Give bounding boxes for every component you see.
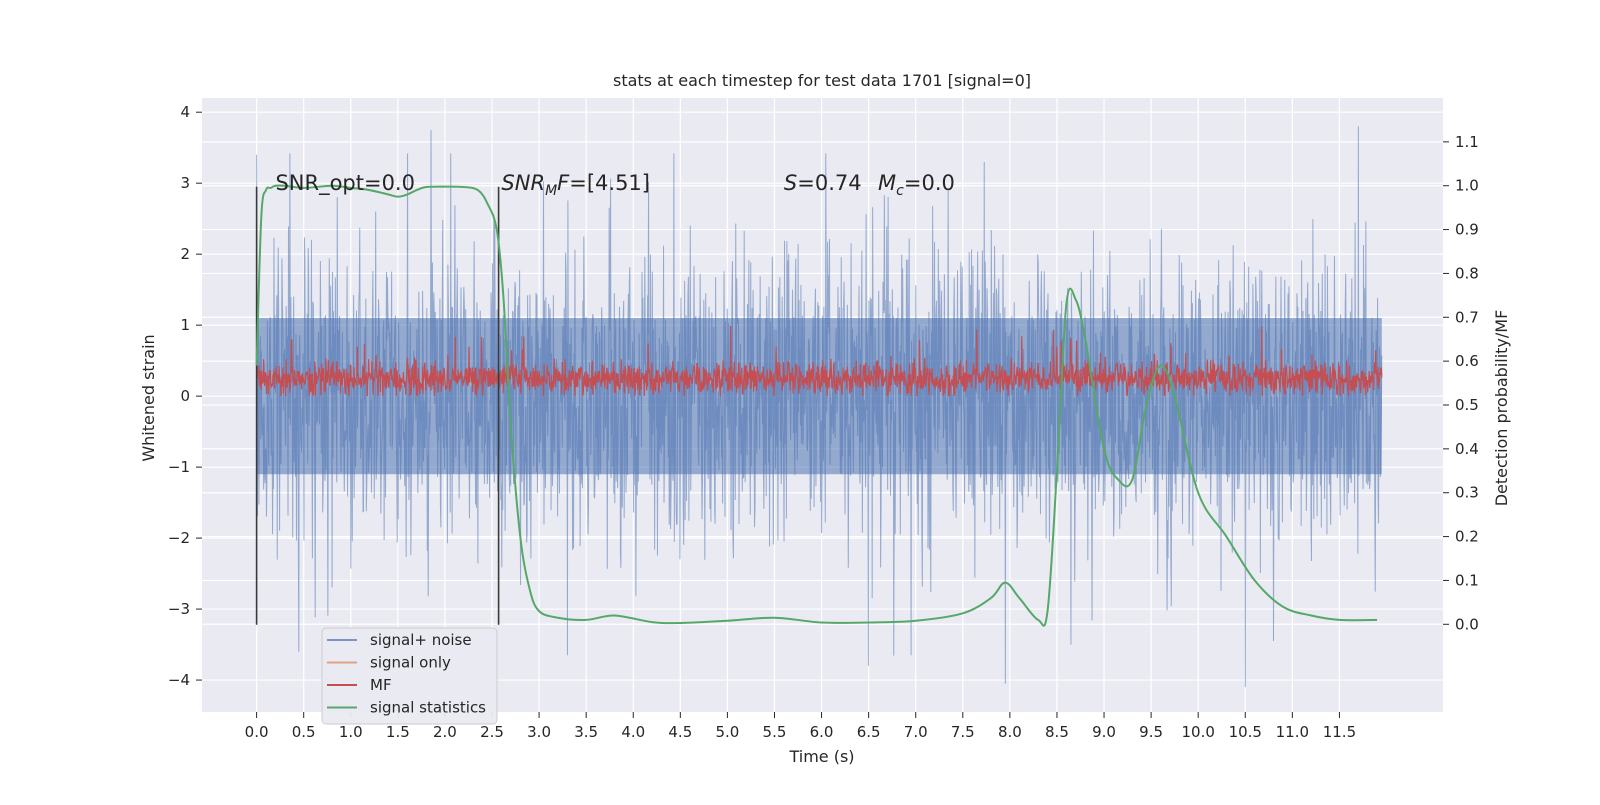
x-tick-label: 3.5 — [574, 723, 598, 741]
y-tick-label: −4 — [168, 671, 190, 689]
annotation-3: S=0.74 — [784, 171, 862, 195]
x-tick-label: 4.0 — [621, 723, 645, 741]
x-tick-label: 1.0 — [339, 723, 363, 741]
annotation-4: Mc=0.0 — [878, 171, 955, 199]
x-tick-label: 2.0 — [433, 723, 457, 741]
y2-tick-label: 0.7 — [1455, 308, 1479, 326]
y2-tick-label: 0.2 — [1455, 528, 1479, 546]
y2-tick-label: 0.4 — [1455, 440, 1479, 458]
legend-entry-4: signal statistics — [370, 699, 486, 717]
x-tick-label: 6.5 — [857, 723, 881, 741]
x-tick-label: 10.5 — [1229, 723, 1262, 741]
x-tick-label: 10.0 — [1181, 723, 1214, 741]
y2-axis-label: Detection probability/MF — [1492, 310, 1511, 507]
x-tick-label: 0.5 — [292, 723, 316, 741]
y-tick-label: 0 — [180, 387, 190, 405]
y2-tick-label: 0.5 — [1455, 396, 1479, 414]
y-axis-label: Whitened strain — [139, 334, 158, 461]
x-tick-label: 2.5 — [480, 723, 504, 741]
x-tick-label: 5.0 — [715, 723, 739, 741]
legend-entry-1: signal+ noise — [370, 631, 472, 649]
x-tick-label: 5.5 — [763, 723, 787, 741]
x-tick-label: 6.0 — [810, 723, 834, 741]
legend-entry-2: signal only — [370, 654, 451, 672]
x-tick-label: 8.0 — [998, 723, 1022, 741]
annotation-1: SNR_opt=0.0 — [275, 171, 415, 196]
x-tick-label: 0.0 — [245, 723, 269, 741]
x-tick-label: 11.5 — [1323, 723, 1356, 741]
y2-tick-label: 0.0 — [1455, 615, 1479, 633]
y-tick-label: −2 — [168, 529, 190, 547]
x-tick-label: 3.0 — [527, 723, 551, 741]
signal-statistics-line — [255, 184, 1378, 627]
y2-tick-label: 1.1 — [1455, 133, 1479, 151]
y-tick-label: −3 — [168, 600, 190, 618]
y2-tick-label: 1.0 — [1455, 177, 1479, 195]
y-tick-label: 4 — [180, 103, 190, 121]
x-tick-label: 9.0 — [1092, 723, 1116, 741]
x-tick-label: 4.5 — [668, 723, 692, 741]
mf-line — [256, 325, 1383, 397]
y-tick-label: 3 — [180, 174, 190, 192]
y-tick-label: 2 — [180, 245, 190, 263]
x-tick-label: 1.5 — [386, 723, 410, 741]
annotation-2: SNRMF=[4.51] — [501, 171, 650, 199]
x-tick-label: 7.5 — [951, 723, 975, 741]
x-tick-label: 8.5 — [1045, 723, 1069, 741]
y2-tick-label: 0.8 — [1455, 264, 1479, 282]
x-axis-label: Time (s) — [788, 747, 854, 766]
legend-entry-3: MF — [370, 676, 392, 694]
chart-title: stats at each timestep for test data 170… — [613, 71, 1031, 90]
y2-tick-label: 0.9 — [1455, 221, 1479, 239]
y2-tick-label: 0.3 — [1455, 484, 1479, 502]
x-tick-label: 9.5 — [1139, 723, 1163, 741]
y-tick-label: 1 — [180, 316, 190, 334]
y2-tick-label: 0.6 — [1455, 352, 1479, 370]
y-tick-label: −1 — [168, 458, 190, 476]
legend — [321, 627, 498, 725]
y2-tick-label: 0.1 — [1455, 571, 1479, 589]
x-tick-label: 11.0 — [1276, 723, 1309, 741]
x-tick-label: 7.0 — [904, 723, 928, 741]
